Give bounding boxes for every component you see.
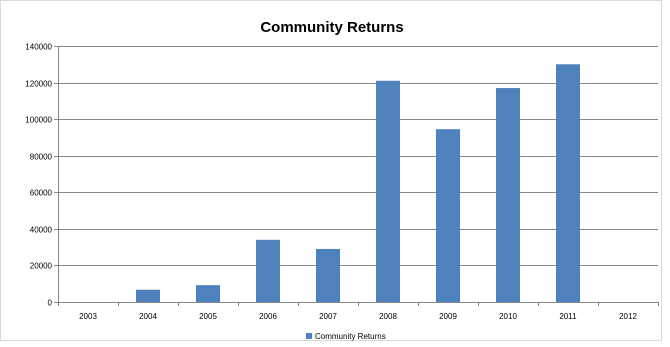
bar-2011: [556, 64, 580, 303]
x-tick-label: 2003: [79, 312, 97, 321]
legend-label: Community Returns: [315, 332, 386, 341]
gridlines: [58, 46, 658, 266]
x-tick-label: 2004: [139, 312, 157, 321]
y-tick-label: 140000: [25, 43, 52, 52]
bar-2006: [256, 239, 280, 302]
x-tick-label: 2005: [199, 312, 217, 321]
y-tick-label: 60000: [30, 189, 53, 198]
x-tick-label: 2010: [499, 312, 517, 321]
bar-2010: [496, 88, 520, 302]
legend: Community Returns: [306, 332, 386, 341]
y-tick-label: 120000: [25, 80, 52, 89]
chart-title: Community Returns: [260, 19, 403, 36]
axes: [54, 46, 659, 306]
x-tick-label: 2012: [619, 312, 637, 321]
x-axis-tick-labels: 2003 2004 2005 2006 2007 2008 2009 2010 2011 2012: [79, 312, 637, 321]
chart-frame: Community Returns 0 20000 40000 60000 80000 1…: [0, 0, 662, 341]
y-tick-label: 0: [48, 299, 53, 308]
x-tick-label: 2011: [559, 312, 577, 321]
x-tick-label: 2009: [439, 312, 457, 321]
bar-2008: [376, 80, 400, 302]
bars: [136, 64, 580, 303]
bar-2004: [136, 289, 160, 302]
y-axis-tick-labels: 0 20000 40000 60000 80000 100000 120000 140000: [25, 43, 52, 308]
bar-2009: [436, 129, 460, 302]
bar-2005: [196, 285, 220, 302]
y-tick-label: 80000: [30, 153, 53, 162]
y-tick-label: 20000: [30, 262, 53, 271]
legend-swatch: [306, 333, 312, 339]
x-tick-label: 2008: [379, 312, 397, 321]
y-tick-label: 100000: [25, 116, 52, 125]
y-tick-label: 40000: [30, 226, 53, 235]
bar-2007: [316, 248, 340, 302]
x-tick-label: 2006: [259, 312, 277, 321]
bar-chart: Community Returns 0 20000 40000 60000 80000 1…: [25, 19, 659, 341]
x-tick-label: 2007: [319, 312, 337, 321]
